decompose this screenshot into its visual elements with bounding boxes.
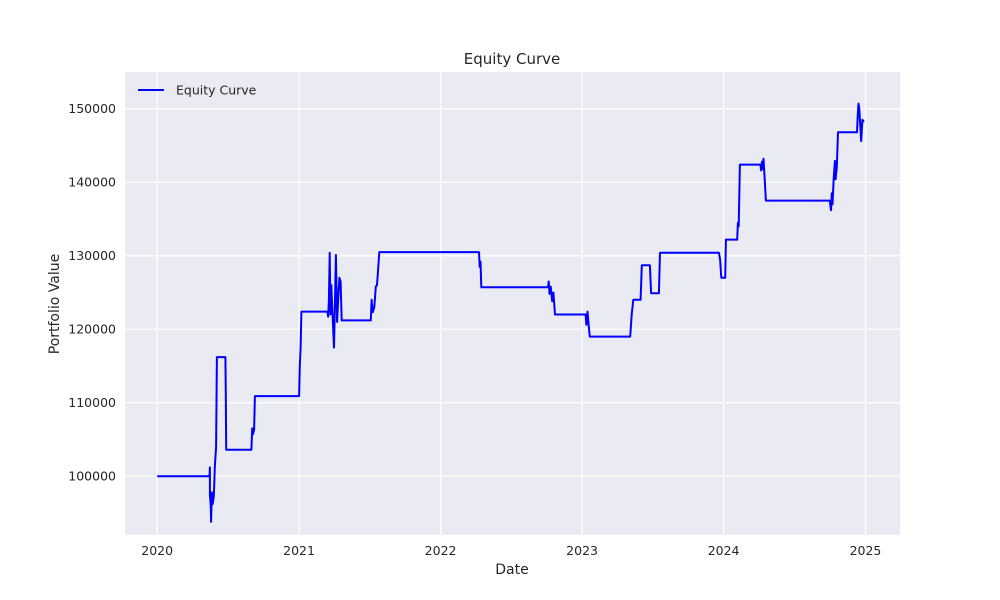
y-tick-label: 140000 — [68, 175, 116, 190]
x-tick-label: 2020 — [141, 543, 173, 558]
x-tick-label: 2022 — [425, 543, 457, 558]
series-line-equity-curve — [157, 102, 865, 523]
x-tick-label: 2024 — [708, 543, 740, 558]
legend: Equity Curve — [138, 83, 257, 98]
y-tick-label: 110000 — [68, 395, 116, 410]
y-tick-label: 100000 — [68, 469, 116, 484]
x-axis-ticks: 2020 2021 2022 2023 2024 2025 — [141, 543, 881, 558]
x-tick-label: 2025 — [850, 543, 882, 558]
y-tick-label: 120000 — [68, 322, 116, 337]
x-axis-label: Date — [495, 562, 528, 578]
plot-area — [125, 72, 900, 535]
legend-label-equity-curve: Equity Curve — [176, 83, 257, 98]
series-layer — [157, 102, 865, 523]
x-tick-label: 2023 — [566, 543, 598, 558]
y-axis-label: Portfolio Value — [47, 254, 63, 355]
y-tick-label: 130000 — [68, 248, 116, 263]
chart-title: Equity Curve — [464, 50, 560, 68]
y-tick-label: 150000 — [68, 101, 116, 116]
x-tick-label: 2021 — [283, 543, 315, 558]
y-axis-ticks: 100000 110000 120000 130000 140000 150000 — [68, 101, 116, 483]
